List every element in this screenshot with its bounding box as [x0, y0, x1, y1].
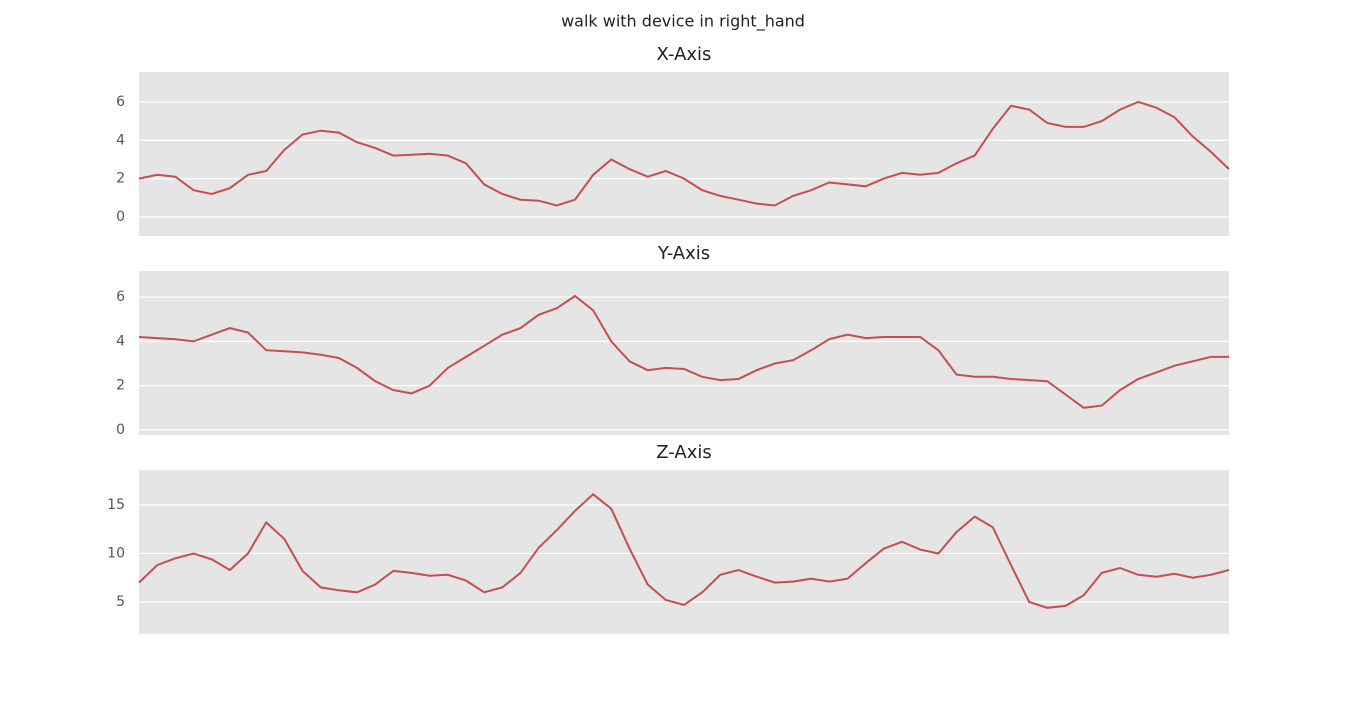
- y-tick-label: 4: [116, 132, 125, 148]
- y-tick-label: 10: [107, 545, 125, 561]
- y-tick-label: 6: [116, 289, 125, 305]
- y-tick-label: 6: [116, 94, 125, 110]
- y-tick-label: 5: [116, 594, 125, 610]
- y-tick-label: 4: [116, 333, 125, 349]
- data-line: [138, 100, 1230, 207]
- y-tick-label: 0: [116, 209, 125, 225]
- y-tick-label: 15: [107, 497, 125, 513]
- subplot-title: Y-Axis: [657, 243, 710, 264]
- figure-title: walk with device in right_hand: [561, 12, 805, 32]
- y-tick-label: 2: [116, 171, 125, 187]
- plot-background: [139, 470, 1229, 634]
- data-line: [138, 294, 1229, 409]
- data-line: [138, 492, 1230, 609]
- y-tick-label: 0: [116, 422, 125, 438]
- subplot-title: X-Axis: [657, 44, 712, 65]
- subplot-title: Z-Axis: [656, 442, 711, 463]
- plot-background: [139, 271, 1229, 435]
- y-tick-label: 2: [116, 378, 125, 394]
- plot-background: [139, 72, 1229, 236]
